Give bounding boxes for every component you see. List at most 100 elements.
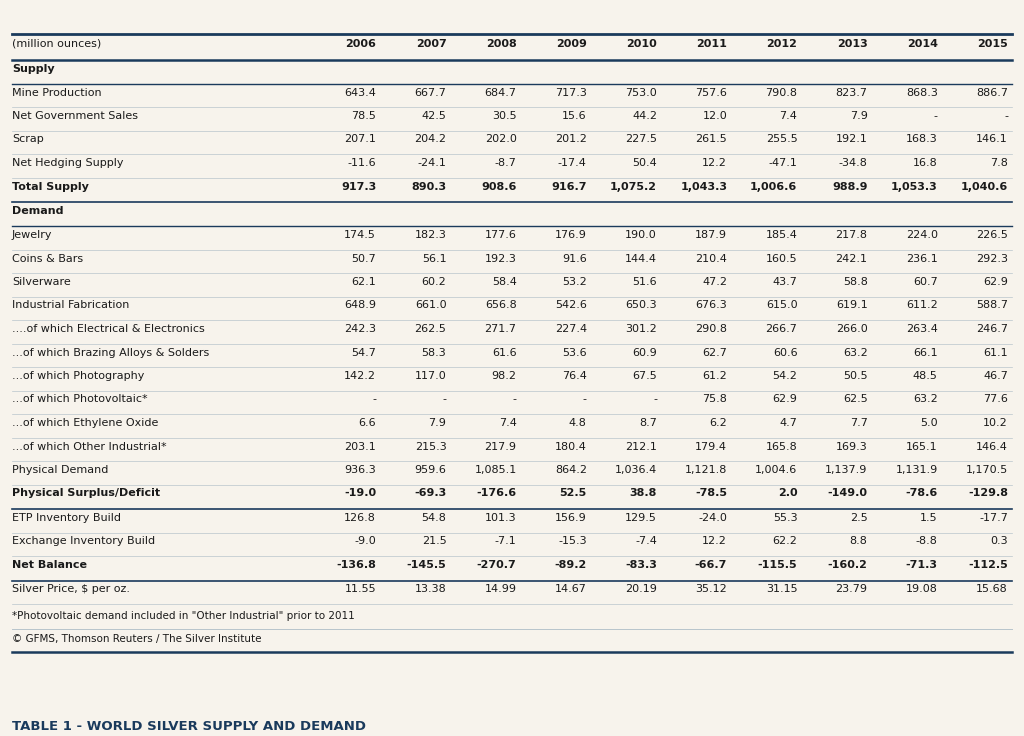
Text: 242.1: 242.1 [836,253,867,263]
Text: 656.8: 656.8 [484,300,516,311]
Text: 2013: 2013 [837,39,867,49]
Text: -115.5: -115.5 [758,560,798,570]
Text: 126.8: 126.8 [344,513,376,523]
Text: 203.1: 203.1 [344,442,376,451]
Text: -24.0: -24.0 [698,513,727,523]
Text: 4.8: 4.8 [569,418,587,428]
Text: 62.2: 62.2 [772,537,798,547]
Text: 180.4: 180.4 [555,442,587,451]
Text: 7.4: 7.4 [499,418,516,428]
Text: 14.67: 14.67 [555,584,587,595]
Text: 661.0: 661.0 [415,300,446,311]
Text: 684.7: 684.7 [484,88,516,97]
Text: Physical Demand: Physical Demand [12,465,109,475]
Text: 56.1: 56.1 [422,253,446,263]
Text: Silver Price, $ per oz.: Silver Price, $ per oz. [12,584,130,595]
Text: 8.8: 8.8 [850,537,867,547]
Text: 42.5: 42.5 [422,111,446,121]
Text: 210.4: 210.4 [695,253,727,263]
Text: -11.6: -11.6 [347,158,376,168]
Text: 15.6: 15.6 [562,111,587,121]
Text: 1,040.6: 1,040.6 [961,182,1008,191]
Text: 61.2: 61.2 [702,371,727,381]
Text: 255.5: 255.5 [766,135,798,144]
Text: 21.5: 21.5 [422,537,446,547]
Text: 7.9: 7.9 [850,111,867,121]
Text: Scrap: Scrap [12,135,44,144]
Text: 262.5: 262.5 [415,324,446,334]
Text: 50.7: 50.7 [351,253,376,263]
Text: 790.8: 790.8 [765,88,798,97]
Text: 12.2: 12.2 [702,158,727,168]
Text: 61.6: 61.6 [492,347,516,358]
Text: -69.3: -69.3 [414,489,446,498]
Text: Jewelry: Jewelry [12,230,52,240]
Text: Silverware: Silverware [12,277,71,287]
Text: 1,121.8: 1,121.8 [685,465,727,475]
Text: 62.7: 62.7 [702,347,727,358]
Text: 192.1: 192.1 [836,135,867,144]
Text: 20.19: 20.19 [625,584,657,595]
Text: -: - [583,394,587,405]
Text: 2007: 2007 [416,39,446,49]
Text: 62.9: 62.9 [983,277,1008,287]
Text: Demand: Demand [12,206,63,216]
Text: -78.6: -78.6 [905,489,938,498]
Text: 215.3: 215.3 [415,442,446,451]
Text: 177.6: 177.6 [484,230,516,240]
Text: 886.7: 886.7 [976,88,1008,97]
Text: 60.6: 60.6 [773,347,798,358]
Text: -: - [513,394,516,405]
Text: ...of which Brazing Alloys & Solders: ...of which Brazing Alloys & Solders [12,347,209,358]
Text: 868.3: 868.3 [906,88,938,97]
Text: -66.7: -66.7 [695,560,727,570]
Text: 176.9: 176.9 [555,230,587,240]
Text: 129.5: 129.5 [625,513,657,523]
Text: 890.3: 890.3 [412,182,446,191]
Text: 98.2: 98.2 [492,371,516,381]
Text: 15.68: 15.68 [976,584,1008,595]
Text: -270.7: -270.7 [477,560,516,570]
Text: -129.8: -129.8 [968,489,1008,498]
Text: 936.3: 936.3 [344,465,376,475]
Text: -9.0: -9.0 [354,537,376,547]
Text: 156.9: 156.9 [555,513,587,523]
Text: ...of which Other Industrial*: ...of which Other Industrial* [12,442,167,451]
Text: Net Balance: Net Balance [12,560,87,570]
Text: 224.0: 224.0 [906,230,938,240]
Text: 54.8: 54.8 [422,513,446,523]
Text: ...of which Ethylene Oxide: ...of which Ethylene Oxide [12,418,159,428]
Text: 19.08: 19.08 [906,584,938,595]
Text: 47.2: 47.2 [702,277,727,287]
Text: -136.8: -136.8 [336,560,376,570]
Text: 2014: 2014 [907,39,938,49]
Text: 1,131.9: 1,131.9 [896,465,938,475]
Text: 174.5: 174.5 [344,230,376,240]
Text: 959.6: 959.6 [415,465,446,475]
Text: 16.8: 16.8 [913,158,938,168]
Text: 63.2: 63.2 [843,347,867,358]
Text: 142.2: 142.2 [344,371,376,381]
Text: 146.4: 146.4 [976,442,1008,451]
Text: 52.5: 52.5 [559,489,587,498]
Text: 44.2: 44.2 [632,111,657,121]
Text: 146.1: 146.1 [976,135,1008,144]
Text: 31.15: 31.15 [766,584,798,595]
Text: 35.12: 35.12 [695,584,727,595]
Text: 101.3: 101.3 [485,513,516,523]
Text: 30.5: 30.5 [492,111,516,121]
Text: 2009: 2009 [556,39,587,49]
Text: 63.2: 63.2 [913,394,938,405]
Text: 7.8: 7.8 [990,158,1008,168]
Text: 7.7: 7.7 [850,418,867,428]
Text: 864.2: 864.2 [555,465,587,475]
Text: 1,043.3: 1,043.3 [680,182,727,191]
Text: 2.5: 2.5 [850,513,867,523]
Text: 160.5: 160.5 [766,253,798,263]
Text: 144.4: 144.4 [625,253,657,263]
Text: -15.3: -15.3 [558,537,587,547]
Text: 2012: 2012 [767,39,798,49]
Text: 908.6: 908.6 [481,182,516,191]
Text: 55.3: 55.3 [773,513,798,523]
Text: 266.0: 266.0 [836,324,867,334]
